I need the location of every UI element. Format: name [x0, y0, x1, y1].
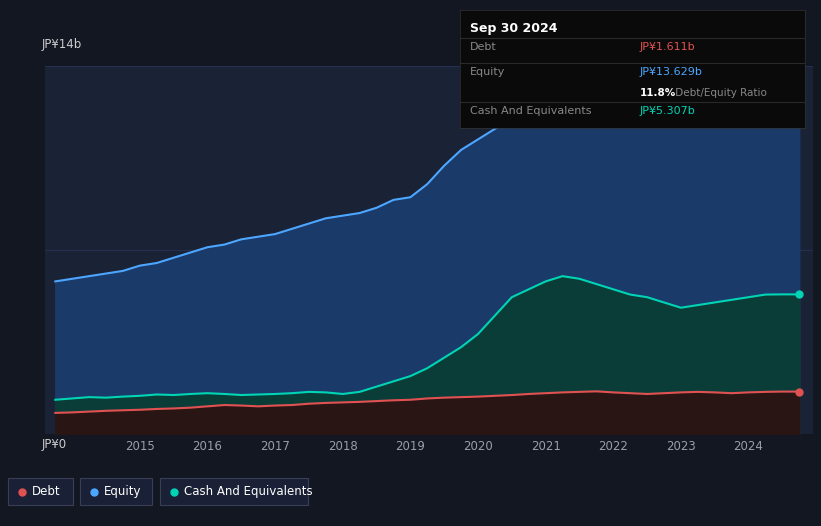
Text: Equity: Equity	[470, 67, 506, 77]
Text: JP¥13.629b: JP¥13.629b	[640, 67, 702, 77]
Text: Debt: Debt	[32, 485, 61, 498]
Text: Equity: Equity	[104, 485, 141, 498]
Bar	[80, 478, 152, 505]
Text: JP¥5.307b: JP¥5.307b	[640, 106, 695, 116]
Text: Debt/Equity Ratio: Debt/Equity Ratio	[672, 88, 767, 98]
Text: Cash And Equivalents: Cash And Equivalents	[470, 106, 592, 116]
Text: JP¥1.611b: JP¥1.611b	[640, 42, 695, 52]
Bar	[8, 478, 73, 505]
Text: Cash And Equivalents: Cash And Equivalents	[184, 485, 313, 498]
Text: Sep 30 2024: Sep 30 2024	[470, 22, 557, 35]
Text: JP¥14b: JP¥14b	[41, 38, 81, 51]
Text: 11.8%: 11.8%	[640, 88, 676, 98]
Text: Debt: Debt	[470, 42, 497, 52]
Bar	[160, 478, 308, 505]
Text: JP¥0: JP¥0	[41, 438, 67, 451]
